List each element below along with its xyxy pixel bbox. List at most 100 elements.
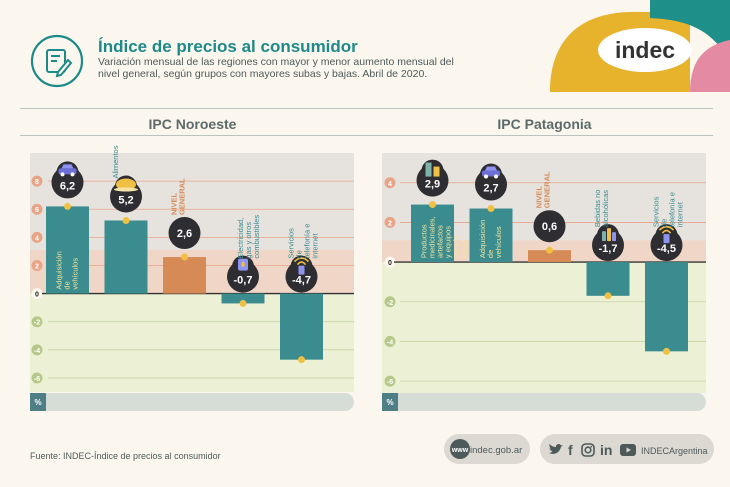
category-label-line: para la — [452, 234, 461, 258]
chart-plot-group: 86420-2-4-6%6,2Adquisicióndevehículos5,2… — [30, 145, 354, 411]
tick-badge — [384, 177, 396, 189]
bar-value-dot — [298, 356, 305, 364]
logo-badge — [598, 28, 692, 72]
category-label: Serviciosdetelefonía einternet — [652, 192, 685, 227]
chart-patagonia: 4 2 0 -2 -4 -6% 2,9 Productosmedicinales,artefa… — [382, 153, 706, 411]
bottle-icon — [612, 232, 616, 242]
category-label-line: vehículos — [494, 226, 503, 258]
linkedin-icon[interactable]: in — [600, 442, 613, 458]
category-label-line: NIVEL — [170, 193, 179, 216]
bar-value-dot — [663, 347, 670, 355]
chart-title-patagonia: IPC Patagonia — [497, 116, 592, 132]
data-label: 2,6 — [177, 228, 192, 240]
bar-value-dot — [487, 205, 495, 213]
divider — [20, 135, 713, 136]
tick-badge — [384, 296, 396, 308]
y-tick-label: -6 — [387, 379, 393, 386]
bar — [528, 250, 571, 263]
chart-plot-group: 4 2 0 -2 -4 -6% 2,9 Productosmedicinales,artefa… — [382, 153, 706, 411]
bar-value-dot — [546, 246, 553, 254]
unit-bar — [30, 393, 354, 411]
unit-badge — [382, 393, 398, 411]
category-label-line: Adquisición — [55, 251, 64, 289]
divider — [20, 108, 713, 109]
category-label-line: Productos — [420, 224, 429, 258]
web-badge-text: www — [451, 447, 469, 454]
tick-badge — [31, 344, 43, 356]
logo-pink-shape — [690, 40, 730, 92]
car-icon-roof — [485, 166, 497, 171]
category-label-line: Alimentos — [111, 145, 120, 178]
bottle-icon — [607, 228, 611, 242]
facebook-icon[interactable]: f — [568, 442, 573, 458]
data-label: 6,2 — [60, 180, 75, 192]
bar-value-dot — [429, 201, 436, 209]
clipboard-pen-icon — [30, 34, 84, 88]
category-label-line: internet — [311, 233, 320, 259]
category-label-line: combustibles — [252, 215, 261, 259]
category-label: Electricidad,gas y otroscombustibles — [236, 215, 261, 259]
car-icon-wheel — [484, 174, 488, 179]
category-label-line: artefactos — [436, 225, 445, 258]
tick-badge — [31, 316, 43, 328]
social-handle[interactable]: INDECArgentina — [641, 446, 708, 456]
y-tick-label: 4 — [388, 181, 392, 188]
logo-text: indec — [615, 37, 675, 63]
bar — [221, 293, 265, 304]
bar-value-dot — [122, 216, 130, 224]
y-tick-label: -2 — [387, 300, 393, 307]
twitter-icon[interactable] — [548, 443, 563, 456]
instagram-icon[interactable] — [581, 443, 595, 457]
category-label-line: Bebidas no — [593, 190, 602, 228]
data-label: 2,9 — [425, 179, 440, 191]
page-subtitle: Variación mensual de las regiones con ma… — [98, 56, 454, 80]
pills-icon-box — [425, 162, 432, 177]
tick-badge — [384, 375, 396, 387]
tick-badge — [31, 372, 43, 384]
data-label: -4,7 — [292, 275, 311, 287]
bar-value-dot — [64, 202, 71, 210]
data-label: -0,7 — [234, 275, 253, 287]
wifi-icon-arc — [296, 261, 307, 266]
tick-badge — [384, 216, 396, 228]
category-label-line: Electricidad, — [236, 218, 245, 259]
category-label: Productosmedicinales,artefactosy equipos… — [420, 216, 469, 258]
chart-noroeste: 86420-2-4-6%6,2Adquisicióndevehículos5,2… — [30, 145, 354, 411]
category-label-line: Servicios — [287, 228, 296, 259]
wifi-icon-arc — [658, 225, 675, 231]
y-tick-label: -6 — [34, 376, 40, 383]
unit-bar — [382, 393, 706, 411]
car-icon-roof — [61, 164, 74, 169]
y-tick-label: -4 — [34, 348, 40, 355]
y-tick-label: 0 — [388, 260, 392, 267]
value-bubble — [533, 210, 566, 243]
bar — [469, 208, 513, 263]
website-link[interactable]: indec.gob.ar — [470, 445, 523, 456]
value-bubble — [168, 217, 201, 250]
category-label: Bebidas noalcohólicas — [593, 190, 610, 228]
tick-badge — [31, 259, 43, 271]
data-label: 0,6 — [542, 221, 557, 233]
phone-icon-body — [298, 265, 305, 275]
chicken-icon-body — [116, 178, 136, 191]
logo-background: indec — [550, 0, 730, 92]
category-label-line: GENERAL — [178, 178, 187, 215]
youtube-icon[interactable] — [620, 444, 636, 456]
data-label: 5,2 — [118, 194, 133, 206]
category-label: Adquisicióndevehículos — [55, 251, 80, 289]
data-label: -4,5 — [657, 243, 676, 255]
category-label-line: de — [295, 250, 304, 258]
pills-icon-bottle — [433, 166, 440, 177]
wifi-icon-arc — [293, 257, 310, 263]
logo-teal-shape — [650, 0, 730, 60]
category-label-line: gas y otros — [244, 222, 253, 259]
y-tick-label: 2 — [35, 263, 39, 270]
y-tick-label: 4 — [35, 235, 39, 242]
category-label-line: telefonía e — [668, 192, 677, 227]
category-label: Alimentos — [111, 145, 120, 178]
y-tick-label: 0 — [35, 292, 39, 299]
tick-badge — [31, 203, 43, 215]
y-tick-label: 6 — [35, 207, 39, 214]
phone-icon-body — [663, 234, 670, 244]
bar — [645, 262, 688, 352]
